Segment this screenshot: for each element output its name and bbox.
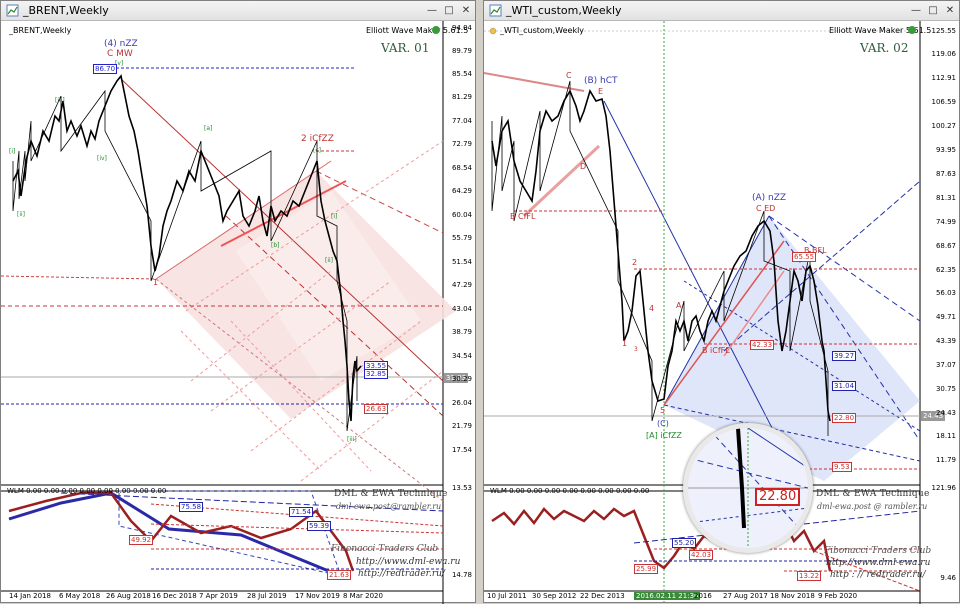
watermark-club: Fibonacci Traders Club bbox=[331, 544, 439, 554]
wave-label-2: 2 bbox=[632, 258, 638, 267]
ewm-icon[interactable] bbox=[431, 25, 441, 35]
wave-label-b-cfl: B CfFL bbox=[510, 212, 536, 221]
wave-label-c-ed: C ED bbox=[756, 204, 776, 213]
wave-label-2: 2 iCfZZ bbox=[301, 134, 334, 144]
ind-tag-5: 21.63 bbox=[327, 570, 352, 580]
wave-label-i2: [i] bbox=[331, 213, 338, 220]
price-tag-6: 9.53 bbox=[832, 462, 852, 472]
price-tag-2: 42.33 bbox=[750, 340, 775, 350]
indicator-header: WLM 0.00 0.00 0.00 0.00 0.00 0.00 0.00 0… bbox=[7, 487, 167, 495]
chart-window-icon bbox=[489, 4, 502, 17]
price-chart[interactable]: _BRENT,Weekly Elliott Wave Maker 5.61.5 … bbox=[1, 21, 475, 604]
current-price-tag: 31.03 bbox=[444, 373, 469, 383]
wave-label-v: [v] bbox=[115, 60, 124, 67]
wave-label-b-bfl: B BFL bbox=[804, 246, 827, 255]
wave-label-a: [a] bbox=[204, 125, 213, 132]
wave-label-1: 1 bbox=[153, 278, 159, 287]
minimize-button[interactable]: — bbox=[427, 5, 437, 16]
symbol-label: _BRENT,Weekly bbox=[9, 26, 72, 35]
wave-label-b-hct: (B) hCT bbox=[584, 76, 618, 86]
watermark-link1[interactable]: http://www.dml-ewa.ru bbox=[356, 557, 461, 567]
ind-tag-2: 71.54 bbox=[289, 507, 314, 517]
wave-label-4-sub: C MW bbox=[107, 49, 133, 59]
price-tag-r2: 32.85 bbox=[364, 369, 389, 379]
magnifier-overlay: 22.80 bbox=[683, 423, 813, 553]
watermark-link2[interactable]: http : // redtrader.ru/ bbox=[830, 570, 926, 580]
ind-tag-4: 49.92 bbox=[129, 535, 154, 545]
price-tag-4: 31.04 bbox=[832, 381, 857, 391]
wave-label-c-top: C bbox=[566, 71, 572, 80]
watermark-email: dml-ewa.post@rambler.ru bbox=[336, 502, 442, 511]
watermark-heading: DML & EWA Technique bbox=[816, 489, 930, 499]
symbol-label: _WTI_custom,Weekly bbox=[500, 26, 585, 35]
wave-label-b-icfl: B iCfFL bbox=[702, 346, 730, 355]
watermark-email: dml-ewa.post @ rambler.ru bbox=[817, 502, 928, 511]
ind-tag-1: 75.58 bbox=[179, 502, 204, 512]
wave-label-iii: [iii] bbox=[55, 97, 65, 104]
ewm-label: Elliott Wave Maker 5.61.5 bbox=[829, 26, 932, 35]
wave-label-iv: [iv] bbox=[97, 155, 107, 162]
wave-label-a-zz: [A] iCfZZ bbox=[646, 431, 682, 440]
wave-label-4: (4) nZZ bbox=[104, 39, 138, 49]
wave-label-iii-bottom: [iii] bbox=[347, 436, 357, 443]
price-tag-r3: 26.63 bbox=[364, 404, 389, 414]
wave-label-ii: [ii] bbox=[17, 211, 26, 218]
price-tag-1: 65.55 bbox=[792, 252, 817, 262]
price-tag-3: 39.27 bbox=[832, 351, 857, 361]
title-bar[interactable]: _WTI_custom,Weekly — □ ✕ bbox=[484, 1, 959, 21]
price-tag-top: 86.70 bbox=[93, 64, 118, 74]
wave-label-3: 3 bbox=[634, 346, 638, 353]
wave-label-a: A bbox=[676, 301, 682, 310]
magnified-price-tag: 22.80 bbox=[755, 488, 801, 506]
current-price-tag: 24.43 bbox=[921, 411, 946, 421]
ind-tag-3: 25.99 bbox=[634, 564, 659, 574]
wave-label-ii2: [ii] bbox=[325, 257, 334, 264]
wave-label-5: 5 bbox=[660, 406, 666, 415]
chart-window-icon bbox=[6, 4, 19, 17]
indicator-header: WLM 0.00 0.00 0.00 0.00 0.00 0.00 0.00 0… bbox=[490, 487, 650, 495]
crosshair-time-tag: 2016.02.11 21:30 bbox=[634, 592, 701, 600]
ewm-label: Elliott Wave Maker 5.61.5 bbox=[366, 26, 469, 35]
variant-label: VAR. 02 bbox=[860, 41, 909, 55]
close-button[interactable]: ✕ bbox=[461, 5, 471, 16]
brent-chart-window[interactable]: _BRENT,Weekly — □ ✕ bbox=[0, 0, 476, 604]
ewm-icon[interactable] bbox=[907, 25, 917, 35]
wave-label-1: 1 bbox=[622, 339, 628, 348]
variant-label: VAR. 01 bbox=[381, 41, 430, 55]
ind-tag-2: 42.03 bbox=[689, 550, 714, 560]
ind-tag-1: 55.20 bbox=[672, 538, 697, 548]
wave-label-i: [i] bbox=[9, 148, 16, 155]
close-button[interactable]: ✕ bbox=[945, 5, 955, 16]
title-bar[interactable]: _BRENT,Weekly — □ ✕ bbox=[1, 1, 475, 21]
maximize-button[interactable]: □ bbox=[444, 5, 454, 16]
wave-label-c: [c] bbox=[313, 147, 321, 154]
minimize-button[interactable]: — bbox=[911, 5, 921, 16]
wave-label-b: [b] bbox=[271, 242, 280, 249]
wave-label-a-nzz: (A) nZZ bbox=[752, 193, 787, 203]
watermark-club: Fibonacci Traders Club bbox=[824, 546, 932, 556]
maximize-button[interactable]: □ bbox=[928, 5, 938, 16]
wave-label-4: 4 bbox=[649, 304, 655, 313]
wave-label-d: D bbox=[580, 162, 587, 171]
window-title: _BRENT,Weekly bbox=[23, 4, 109, 17]
watermark-heading: DML & EWA Technique bbox=[334, 489, 448, 499]
ind-tag-3: 59.39 bbox=[307, 521, 332, 531]
watermark-link1[interactable]: http://www.dml-ewa.ru bbox=[826, 558, 931, 568]
symbol-dot-icon bbox=[489, 27, 497, 35]
price-tag-5: 22.80 bbox=[832, 413, 857, 423]
brent-chart-canvas bbox=[1, 21, 456, 604]
window-title: _WTI_custom,Weekly bbox=[506, 4, 622, 17]
wave-label-c-zz: (C) bbox=[657, 419, 669, 428]
ind-tag-4: 13.22 bbox=[797, 571, 822, 581]
watermark-link2[interactable]: http://redtrader.ru/ bbox=[358, 569, 445, 579]
wave-label-e: E bbox=[598, 87, 604, 96]
